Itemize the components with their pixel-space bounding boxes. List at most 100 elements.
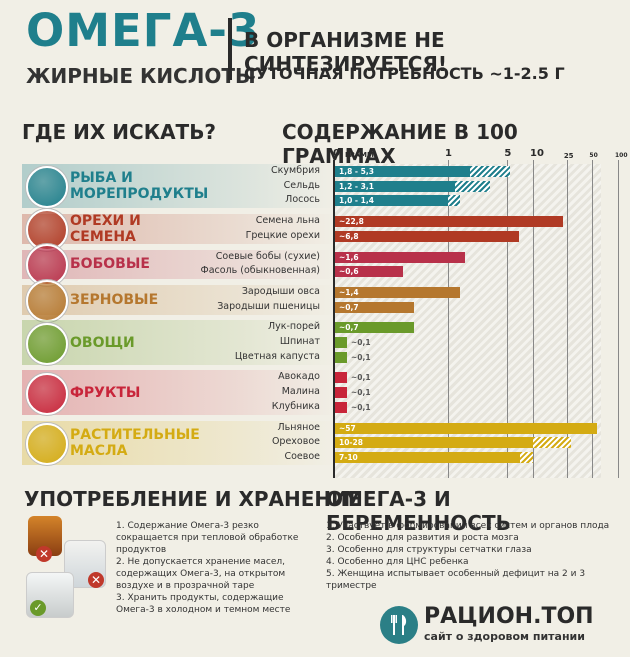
gridline bbox=[566, 160, 568, 478]
food-label: Зародыши овса bbox=[241, 285, 320, 297]
category-band bbox=[22, 320, 337, 365]
value-bar bbox=[335, 351, 347, 363]
food-label: Скумбрия bbox=[271, 165, 320, 176]
tick-label: 5 bbox=[504, 148, 512, 159]
value-bar bbox=[335, 322, 415, 334]
pregnancy-heading: ОМЕГА-3 И БЕРЕМЕННОСТЬ bbox=[326, 487, 511, 535]
brand-name: РАЦИОН.ТОП bbox=[424, 604, 594, 629]
category-band bbox=[22, 164, 337, 209]
value-label: ~0,1 bbox=[351, 388, 371, 398]
food-label: Сельдь bbox=[283, 179, 320, 191]
tick-unit-label: ГРАММ bbox=[345, 151, 374, 159]
value-bar bbox=[335, 195, 448, 207]
pregnancy-item: 2. Особенно для развития и роста мозга bbox=[326, 533, 519, 543]
food-label: Семена льна bbox=[255, 215, 320, 227]
food-label: Лосось bbox=[285, 194, 320, 206]
category-band bbox=[22, 249, 337, 280]
pregnancy-item: 4. Особенно для ЦНС ребенка bbox=[326, 557, 469, 567]
category-band bbox=[22, 214, 337, 244]
usage-list: 1. Содержание Омега-3 резко сокращается … bbox=[116, 520, 306, 616]
not-synthesized-note: В ОРГАНИЗМЕ НЕ СИНТЕЗИРУЕТСЯ! bbox=[244, 28, 447, 76]
value-bar bbox=[335, 301, 415, 313]
value-bar bbox=[335, 422, 598, 434]
range-extension bbox=[469, 166, 510, 177]
usage-heading: УПОТРЕБЛЕНИЕ И ХРАНЕНИЕ bbox=[24, 487, 362, 511]
usage-item: 1. Содержание Омега-3 резко сокращается … bbox=[116, 521, 299, 555]
category-label: РАСТИТЕЛЬНЫЕ МАСЛА bbox=[70, 426, 200, 459]
value-label: ~1,4 bbox=[339, 287, 359, 297]
oil-bottle-icon bbox=[26, 422, 68, 465]
category-label: РЫБА И МОРЕПРОДУКТЫ bbox=[70, 170, 209, 203]
header-divider bbox=[228, 18, 232, 80]
value-label: 1,2 - 3,1 bbox=[339, 181, 374, 191]
tick-label: 10 bbox=[530, 148, 544, 159]
fork-knife-icon bbox=[391, 615, 407, 635]
tick-label: 0 bbox=[333, 148, 340, 159]
beans-icon bbox=[26, 244, 68, 287]
category-band bbox=[22, 370, 337, 415]
value-bar bbox=[335, 230, 519, 242]
value-label: ~57 bbox=[339, 423, 356, 433]
value-label: ~0,1 bbox=[351, 402, 371, 412]
category-label: ОВОЩИ bbox=[70, 334, 135, 351]
range-extension bbox=[454, 180, 490, 192]
tick-label: 100 bbox=[615, 152, 628, 159]
category-band bbox=[22, 420, 337, 465]
food-label: Авокадо bbox=[278, 371, 320, 383]
category-label: ЗЕРНОВЫЕ bbox=[70, 291, 159, 308]
food-label: Фасоль (обыкновенная) bbox=[200, 265, 320, 277]
food-label: Лук-порей bbox=[267, 321, 320, 333]
fish-icon bbox=[26, 166, 68, 209]
value-bar bbox=[335, 372, 347, 384]
food-label: Шпинат bbox=[279, 336, 320, 347]
leek-icon bbox=[26, 322, 68, 365]
value-label: ~0,1 bbox=[351, 373, 371, 383]
check-mark-icon: ✓ bbox=[30, 600, 46, 616]
food-label: Соевое bbox=[284, 450, 320, 462]
food-label: Грецкие орехи bbox=[245, 229, 320, 241]
food-label: Соевые бобы (сухие) bbox=[215, 250, 320, 262]
tick-label: 25 bbox=[563, 152, 574, 160]
food-label: Зародыши пшеницы bbox=[217, 300, 320, 312]
value-bar bbox=[335, 166, 470, 177]
gridline bbox=[592, 160, 594, 478]
food-label: Льняное bbox=[277, 421, 320, 433]
pregnancy-list: 1. Участвует в формировании всех систем … bbox=[326, 520, 616, 592]
range-extension bbox=[448, 195, 461, 207]
pregnancy-item: 1. Участвует в формировании всех систем … bbox=[326, 521, 610, 531]
value-bar bbox=[335, 451, 520, 463]
value-bar bbox=[335, 266, 403, 278]
main-title: ОМЕГА-3 bbox=[26, 4, 261, 57]
value-label: ~6,8 bbox=[339, 231, 359, 241]
value-bar bbox=[335, 251, 466, 263]
value-bar bbox=[335, 337, 347, 348]
main-subtitle: ЖИРНЫЕ КИСЛОТЫ bbox=[26, 64, 256, 88]
value-label: ~0,7 bbox=[339, 302, 359, 312]
value-bar bbox=[335, 401, 347, 413]
daily-need-note: СУТОЧНАЯ ПОТРЕБНОСТЬ ~1-2.5 Г bbox=[244, 64, 565, 83]
cross-mark-icon: ✕ bbox=[36, 546, 52, 562]
value-label: 10-28 bbox=[339, 438, 363, 448]
pregnancy-item: 3. Особенно для структуры сетчатки глаза bbox=[326, 545, 532, 555]
value-bar bbox=[335, 437, 533, 449]
food-label: Ореховое bbox=[271, 436, 320, 448]
gridline bbox=[618, 160, 619, 478]
range-extension bbox=[519, 451, 533, 463]
tick-label: 50 bbox=[589, 152, 598, 159]
food-label: Клубника bbox=[271, 400, 320, 412]
value-label: ~22,8 bbox=[339, 217, 364, 227]
value-label: ~0,1 bbox=[351, 338, 371, 347]
category-band bbox=[22, 284, 337, 315]
value-label: ~1,6 bbox=[339, 252, 359, 262]
value-bar bbox=[335, 216, 564, 228]
gridline bbox=[507, 160, 509, 478]
category-label: ФРУКТЫ bbox=[70, 384, 141, 401]
gridline bbox=[533, 160, 534, 478]
pregnancy-item: 5. Женщина испытывает особенный дефицит … bbox=[326, 569, 586, 591]
value-bar bbox=[335, 387, 347, 399]
food-label: Малина bbox=[281, 386, 320, 398]
cross-mark-icon: ✕ bbox=[88, 572, 104, 588]
category-label: ОРЕХИ И СЕМЕНА bbox=[70, 212, 141, 245]
value-label: 1,8 - 5,3 bbox=[339, 167, 374, 176]
raspberry-icon bbox=[26, 372, 68, 415]
